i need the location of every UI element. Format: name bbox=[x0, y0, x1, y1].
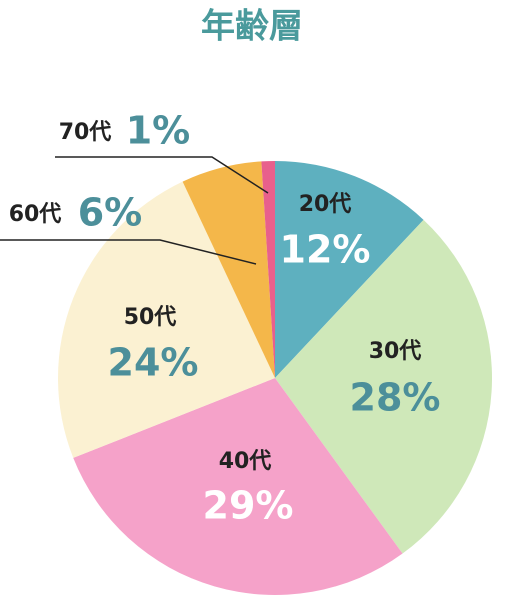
pie-slice bbox=[275, 219, 492, 554]
leader-line bbox=[55, 156, 269, 194]
pie-slice bbox=[261, 161, 275, 378]
value-label: 1% bbox=[126, 109, 191, 153]
pie-slice bbox=[182, 161, 275, 378]
pie-slice bbox=[73, 378, 403, 595]
pie-slice bbox=[57, 181, 276, 458]
value-label: 6% bbox=[78, 191, 143, 235]
category-label: 20代 bbox=[299, 192, 352, 217]
value-label: 29% bbox=[203, 484, 294, 528]
category-label: 30代 bbox=[369, 339, 422, 364]
leader-line bbox=[0, 239, 257, 265]
value-label: 28% bbox=[350, 376, 441, 420]
category-label: 60代 bbox=[9, 202, 62, 227]
pie-slice bbox=[275, 161, 424, 378]
category-label: 50代 bbox=[124, 305, 177, 330]
chart-title: 年齢層 bbox=[201, 7, 303, 47]
value-label: 24% bbox=[108, 341, 199, 385]
category-label: 40代 bbox=[219, 449, 272, 474]
category-label: 70代 bbox=[59, 120, 112, 145]
value-label: 12% bbox=[280, 228, 371, 272]
